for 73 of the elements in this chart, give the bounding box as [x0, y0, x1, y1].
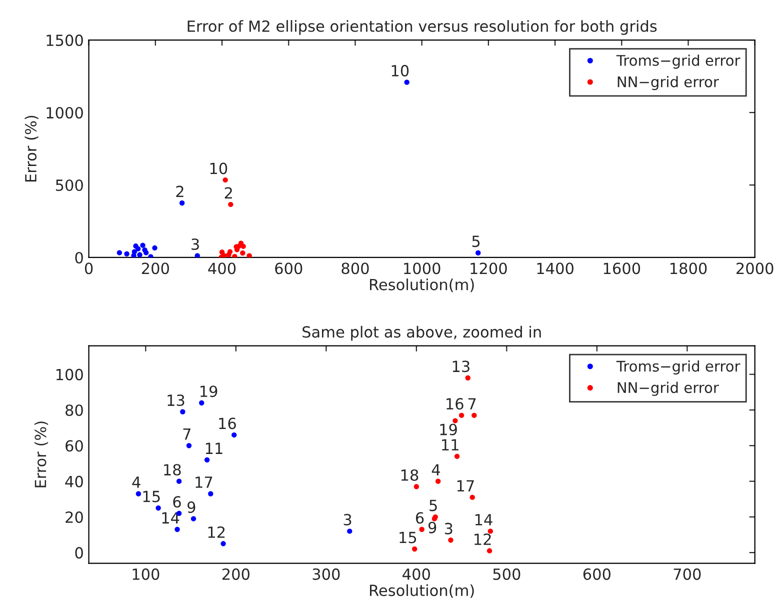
- x-axis-title: Resolution(m): [370, 584, 474, 598]
- y-axis-title: Error (%): [34, 422, 48, 488]
- annotation: 10: [392, 64, 409, 76]
- annotation: 14: [475, 514, 492, 526]
- annotation: 2: [176, 186, 184, 198]
- annotation: 17: [457, 480, 474, 492]
- annotation: 6: [173, 496, 181, 508]
- annotation: 11: [206, 442, 222, 454]
- annotation: 14: [162, 512, 180, 524]
- annotation: 4: [432, 464, 440, 476]
- annotation: 16: [219, 418, 236, 430]
- annotation: 15: [400, 532, 416, 544]
- annotation: 2: [224, 187, 232, 198]
- annotation: 9: [188, 501, 196, 513]
- annotation: 12: [474, 534, 491, 545]
- annotation: 6: [416, 512, 424, 524]
- annotation: 5: [430, 500, 437, 512]
- chart-title: Error of M2 ellipse orientation versus resolution for both grids: [188, 20, 657, 35]
- annotation: 16: [446, 398, 464, 410]
- y-tick-label: 40: [65, 476, 83, 488]
- y-tick-label: 1000: [46, 106, 83, 119]
- legend-label: Troms−grid error: [616, 54, 740, 69]
- x-tick-label: 300: [312, 568, 340, 580]
- annotation: 12: [208, 526, 225, 538]
- annotation: 18: [401, 469, 418, 481]
- annotation: 11: [442, 439, 458, 450]
- legend-label: Troms−grid error: [616, 360, 740, 375]
- y-tick-label: 500: [56, 179, 83, 192]
- y-tick-label: 20: [66, 511, 83, 523]
- x-tick-label: 1600: [604, 262, 640, 274]
- annotation: 3: [344, 514, 352, 526]
- x-tick-label: 1000: [404, 262, 440, 274]
- legend-label: NN−grid error: [618, 382, 719, 396]
- x-tick-label: 800: [342, 262, 369, 274]
- annotation: 17: [196, 476, 212, 488]
- x-tick-label: 0: [84, 262, 93, 274]
- annotation: 9: [428, 522, 436, 534]
- x-tick-label: 600: [275, 262, 302, 274]
- x-tick-label: 200: [142, 262, 169, 274]
- x-tick-label: 1400: [537, 262, 574, 274]
- annotation: 4: [132, 476, 140, 488]
- x-tick-label: 1800: [670, 262, 707, 274]
- annotation: 7: [183, 428, 190, 440]
- annotation: 19: [440, 424, 457, 436]
- x-tick-label: 400: [208, 262, 236, 274]
- y-tick-label: 60: [66, 440, 83, 452]
- y-tick-label: 0: [75, 252, 83, 264]
- x-axis-title: Resolution(m): [370, 278, 474, 292]
- x-tick-label: 1200: [470, 262, 507, 274]
- legend-label: NN−grid error: [618, 76, 719, 90]
- x-tick-label: 700: [674, 568, 701, 580]
- annotation: 3: [444, 522, 452, 534]
- chart-title: Same plot as above, zoomed in: [302, 326, 541, 341]
- y-axis-title: Error (%): [24, 116, 38, 182]
- x-tick-label: 400: [402, 568, 430, 580]
- x-tick-label: 2000: [736, 262, 774, 274]
- x-tick-label: 100: [132, 568, 160, 580]
- annotation: 18: [164, 464, 181, 476]
- annotation: 3: [192, 238, 199, 250]
- annotation: 7: [468, 398, 476, 410]
- x-tick-label: 500: [493, 568, 520, 580]
- y-tick-label: 100: [56, 368, 83, 380]
- y-tick-label: 1500: [46, 34, 83, 46]
- y-tick-label: 80: [66, 404, 83, 416]
- annotation: 19: [200, 386, 218, 398]
- x-tick-label: 200: [222, 568, 250, 580]
- annotation: 13: [168, 394, 184, 406]
- annotation: 15: [143, 490, 160, 502]
- annotation: 10: [210, 162, 228, 174]
- x-tick-label: 600: [583, 568, 610, 580]
- annotation: 13: [452, 360, 470, 372]
- y-tick-label: 0: [75, 547, 83, 559]
- annotation: 5: [472, 236, 480, 248]
